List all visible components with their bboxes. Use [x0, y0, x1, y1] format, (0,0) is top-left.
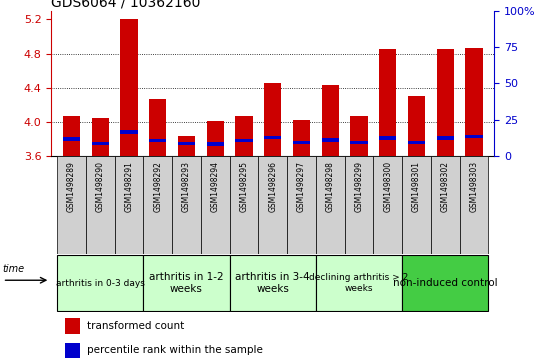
Bar: [465, 48, 483, 156]
Bar: [92, 142, 109, 145]
FancyBboxPatch shape: [201, 156, 230, 254]
FancyBboxPatch shape: [172, 156, 201, 254]
Bar: [92, 118, 109, 156]
FancyBboxPatch shape: [316, 156, 345, 254]
Bar: [178, 136, 195, 156]
Bar: [264, 136, 281, 139]
Bar: [149, 99, 166, 156]
Bar: [322, 138, 339, 142]
Text: GSM1498296: GSM1498296: [268, 161, 277, 212]
Bar: [65, 318, 80, 334]
Text: GDS6064 / 10362160: GDS6064 / 10362160: [51, 0, 201, 10]
FancyBboxPatch shape: [143, 255, 230, 311]
Text: GSM1498295: GSM1498295: [239, 161, 248, 212]
Text: GSM1498293: GSM1498293: [182, 161, 191, 212]
FancyBboxPatch shape: [57, 156, 86, 254]
Bar: [379, 136, 396, 140]
Bar: [207, 142, 224, 146]
Text: GSM1498298: GSM1498298: [326, 161, 335, 212]
FancyBboxPatch shape: [57, 255, 143, 311]
Bar: [235, 116, 253, 156]
Text: time: time: [3, 264, 25, 274]
Bar: [178, 142, 195, 145]
Bar: [350, 116, 368, 156]
Bar: [120, 20, 138, 156]
FancyBboxPatch shape: [230, 156, 258, 254]
FancyBboxPatch shape: [402, 255, 488, 311]
Text: GSM1498297: GSM1498297: [297, 161, 306, 212]
Bar: [437, 136, 454, 140]
Bar: [322, 85, 339, 156]
Bar: [379, 49, 396, 156]
Text: GSM1498292: GSM1498292: [153, 161, 162, 212]
FancyBboxPatch shape: [114, 156, 143, 254]
Bar: [264, 83, 281, 156]
Bar: [149, 139, 166, 142]
Text: GSM1498289: GSM1498289: [67, 161, 76, 212]
Bar: [408, 96, 425, 156]
Bar: [293, 120, 310, 156]
Bar: [350, 141, 368, 144]
Bar: [120, 130, 138, 134]
Text: arthritis in 0-3 days: arthritis in 0-3 days: [56, 279, 145, 287]
FancyBboxPatch shape: [402, 156, 431, 254]
Text: GSM1498291: GSM1498291: [124, 161, 133, 212]
FancyBboxPatch shape: [230, 255, 316, 311]
FancyBboxPatch shape: [143, 156, 172, 254]
FancyBboxPatch shape: [316, 255, 402, 311]
Text: GSM1498290: GSM1498290: [96, 161, 105, 212]
Bar: [293, 141, 310, 144]
Text: transformed count: transformed count: [87, 321, 184, 331]
Text: declining arthritis > 2
weeks: declining arthritis > 2 weeks: [309, 273, 409, 293]
Bar: [63, 137, 80, 141]
Text: arthritis in 3-4
weeks: arthritis in 3-4 weeks: [235, 272, 310, 294]
Bar: [65, 343, 80, 358]
Text: arthritis in 1-2
weeks: arthritis in 1-2 weeks: [149, 272, 224, 294]
FancyBboxPatch shape: [86, 156, 114, 254]
Bar: [408, 141, 425, 144]
FancyBboxPatch shape: [287, 156, 316, 254]
FancyBboxPatch shape: [431, 156, 460, 254]
Text: GSM1498299: GSM1498299: [354, 161, 363, 212]
Text: GSM1498303: GSM1498303: [469, 161, 478, 212]
Bar: [63, 116, 80, 156]
FancyBboxPatch shape: [460, 156, 488, 254]
Bar: [437, 49, 454, 156]
Bar: [465, 135, 483, 138]
Bar: [235, 139, 253, 142]
Bar: [207, 121, 224, 156]
Text: GSM1498302: GSM1498302: [441, 161, 450, 212]
Text: percentile rank within the sample: percentile rank within the sample: [87, 345, 262, 355]
FancyBboxPatch shape: [345, 156, 373, 254]
Text: non-induced control: non-induced control: [393, 278, 497, 288]
FancyBboxPatch shape: [373, 156, 402, 254]
Text: GSM1498294: GSM1498294: [211, 161, 220, 212]
Text: GSM1498301: GSM1498301: [412, 161, 421, 212]
FancyBboxPatch shape: [258, 156, 287, 254]
Text: GSM1498300: GSM1498300: [383, 161, 392, 212]
